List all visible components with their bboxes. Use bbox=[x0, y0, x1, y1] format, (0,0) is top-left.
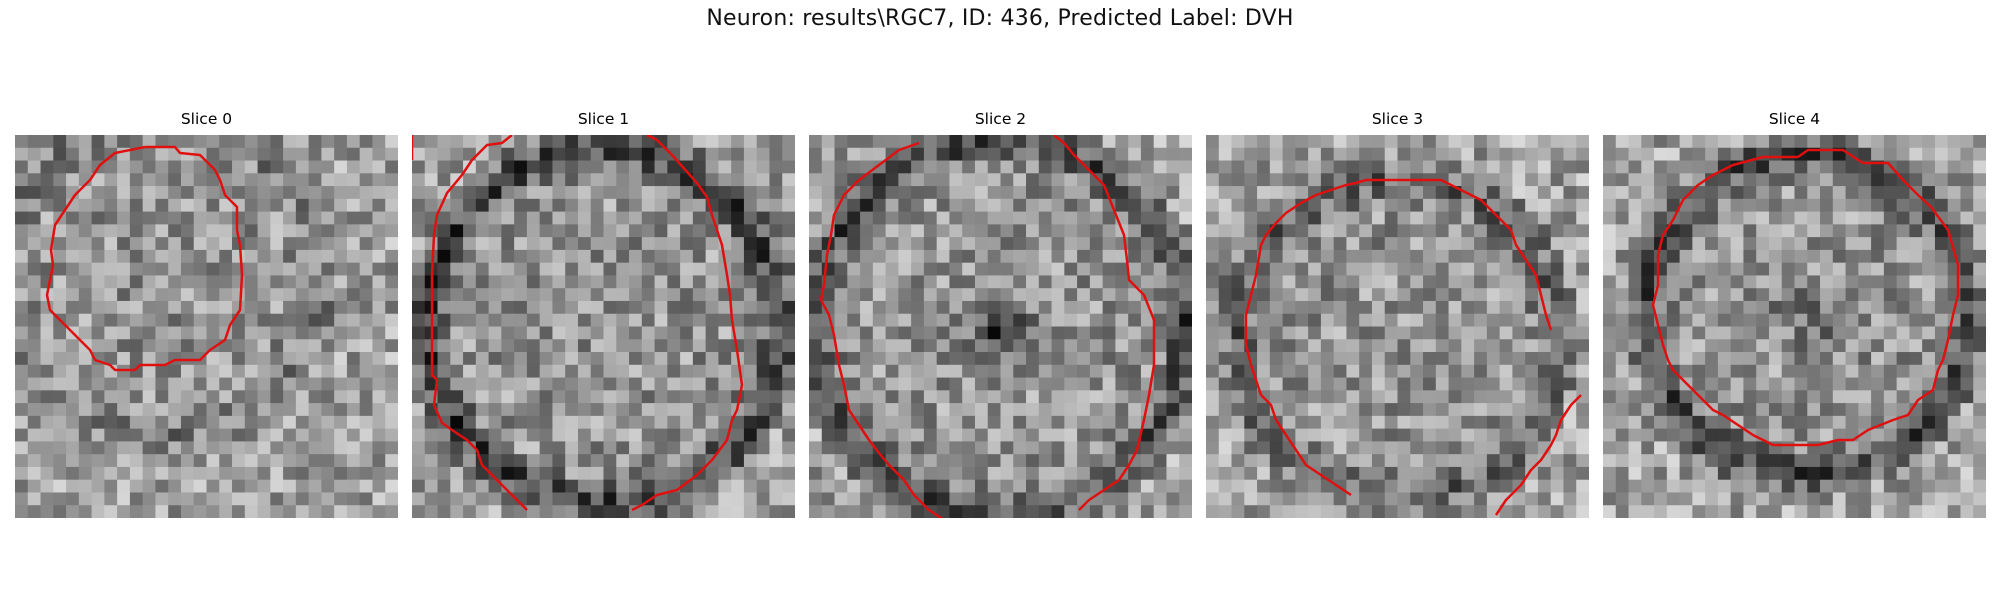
slice-contour-1-a bbox=[430, 135, 528, 511]
slice-svg-4 bbox=[1603, 135, 1986, 518]
slice-svg-2 bbox=[809, 135, 1192, 518]
slice-image-3 bbox=[1206, 135, 1589, 518]
slice-contour-3-b bbox=[1494, 394, 1582, 516]
slice-image-4 bbox=[1603, 135, 1986, 518]
slice-panel-0: Slice 0 bbox=[15, 108, 398, 520]
figure-title: Neuron: results\RGC7, ID: 436, Predicted… bbox=[706, 6, 1294, 31]
slice-title-4: Slice 4 bbox=[1768, 110, 1821, 128]
slice-panel-2: Slice 2 bbox=[809, 108, 1192, 520]
slice-contour-0 bbox=[45, 145, 244, 372]
slice-title-3: Slice 3 bbox=[1371, 110, 1424, 128]
slice-svg-0 bbox=[15, 135, 398, 518]
slice-panel-3: Slice 3 bbox=[1206, 108, 1589, 520]
slice-svg-3 bbox=[1206, 135, 1589, 518]
slice-pixels-3 bbox=[1206, 135, 1589, 518]
slice-panel-1: Slice 1 bbox=[412, 108, 795, 520]
slice-title-0: Slice 0 bbox=[180, 110, 233, 128]
slice-image-0 bbox=[15, 135, 398, 518]
slice-image-2 bbox=[809, 135, 1192, 518]
slice-pixels-4 bbox=[1603, 135, 1986, 518]
slice-title-2: Slice 2 bbox=[974, 110, 1027, 128]
slice-contour-4 bbox=[1651, 148, 1960, 447]
slice-panel-4: Slice 4 bbox=[1603, 108, 1986, 520]
slice-svg-1 bbox=[412, 135, 795, 518]
slice-contour-3-a bbox=[1244, 178, 1553, 497]
slice-pixels-0 bbox=[15, 135, 398, 518]
slice-image-1 bbox=[412, 135, 795, 518]
slice-contour-1-b bbox=[631, 135, 744, 512]
slice-contour-2-b bbox=[1053, 135, 1156, 511]
slice-title-1: Slice 1 bbox=[577, 110, 630, 128]
slice-pixels-2 bbox=[809, 135, 1192, 518]
slice-contour-2-a bbox=[819, 141, 944, 518]
slice-pixels-1 bbox=[412, 135, 795, 518]
